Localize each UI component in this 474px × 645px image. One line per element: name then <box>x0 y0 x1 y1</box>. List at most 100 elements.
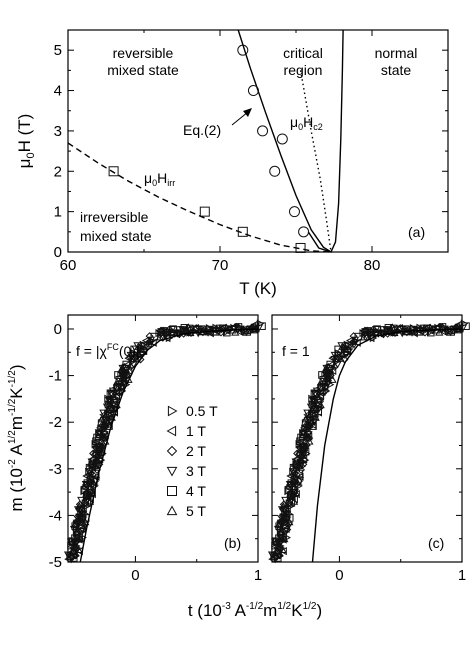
panel-c-frame <box>271 314 463 563</box>
panel-c-label: (c) <box>428 535 444 551</box>
panel-c-point-square <box>270 552 278 561</box>
legend-label: 4 T <box>186 483 206 499</box>
panel-b-ticks: 0 1 0 -1 -2 -3 -4 -5 <box>49 315 262 584</box>
panel-a-label: (a) <box>408 224 425 240</box>
panel-b-point-triangle-down <box>77 496 86 505</box>
panel-b-label: (b) <box>224 535 241 551</box>
panel-c-point-square <box>354 332 363 341</box>
panel-b-point-triangle-down <box>72 519 82 528</box>
panel-a-ytick-label: 2 <box>54 163 62 180</box>
label-hc2: μ0Hc2 <box>290 114 323 132</box>
panel-b-point-triangle-up <box>190 324 200 332</box>
panel-b-xtick-label: 0 <box>131 567 139 584</box>
panel-b-point-triangle-up <box>97 414 107 423</box>
panel-b-point-triangle-down <box>197 325 206 333</box>
panel-c-xtick-label: 0 <box>335 567 343 584</box>
panel-b-curves <box>79 328 259 563</box>
panel-a-point-circle <box>269 165 281 177</box>
panel-c-point-diamond <box>315 397 324 406</box>
panel-b-point-diamond <box>108 389 117 398</box>
legend-marker-triangle-left <box>166 425 177 437</box>
panel-c-point-triangle-up <box>304 420 314 429</box>
panel-c-point-triangle-up <box>349 337 358 345</box>
panel-a-point-circle <box>276 133 288 145</box>
panel-c-point-triangle-up <box>285 517 294 526</box>
label-irreversible-line2: mixed state <box>80 228 152 244</box>
panel-c-point-triangle-down <box>360 330 369 339</box>
panel-a-phase-diagram: 60 70 80 0 1 2 3 4 5 reversible mixed state crit… <box>15 29 449 298</box>
panel-b-point-square <box>115 375 124 384</box>
panel-a-xtick-label: 60 <box>60 257 77 274</box>
panel-b-point-triangle-up <box>242 326 251 335</box>
panel-b-ytick-label: -5 <box>49 554 62 571</box>
panel-c-point-triangle-left <box>366 333 375 343</box>
panel-a-ytick-label: 1 <box>54 204 62 221</box>
panel-a-point-square <box>199 206 210 217</box>
panel-b-point-diamond <box>115 388 124 397</box>
panel-b-point-triangle-up <box>74 514 83 523</box>
panel-b-point-triangle-up <box>249 324 258 332</box>
panel-b-xtick-label: 1 <box>254 567 262 584</box>
panel-a-ticks: 60 70 80 0 1 2 3 4 5 <box>54 30 448 274</box>
panel-c-point-square <box>310 405 318 414</box>
panel-b-point-triangle-up <box>98 438 107 447</box>
panel-a-boundary-line <box>307 29 344 253</box>
panel-b-point-square <box>77 504 85 513</box>
panel-c-point-triangle-up <box>299 428 308 436</box>
panel-c-point-triangle-up <box>420 324 429 332</box>
panel-c-point-triangle-up <box>311 413 320 421</box>
panel-c-point-triangle-down <box>310 418 319 427</box>
panel-b-ytick-label: -4 <box>49 507 62 524</box>
panel-b-point-square <box>106 405 114 414</box>
panel-b-point-triangle-up <box>71 542 80 550</box>
panel-a-xlabel: T (K) <box>239 279 276 298</box>
eq2-arrowhead <box>243 108 252 117</box>
panel-b-point-triangle-up <box>75 501 84 510</box>
panel-c-point-triangle-up <box>273 546 283 554</box>
panel-a-ytick-label: 3 <box>54 123 62 140</box>
panel-c-point-square <box>462 322 470 330</box>
legend-marker-diamond <box>166 445 178 457</box>
panel-b-point-triangle-down <box>167 325 177 334</box>
label-reversible-line1: reversible <box>113 45 174 61</box>
panel-b-point-diamond <box>73 512 82 521</box>
panel-b-point-square <box>97 419 106 427</box>
panel-c-point-triangle-up <box>301 414 311 423</box>
panel-a-xtick-label: 70 <box>212 257 229 274</box>
panel-b-ytick-label: -3 <box>49 461 62 478</box>
panel-b-point-triangle-up <box>104 396 114 405</box>
panel-b-point-square <box>205 325 213 334</box>
panel-a-point-circle <box>257 125 269 137</box>
panel-b-point-diamond <box>111 397 120 406</box>
panel-c-scaling-curve <box>311 328 463 563</box>
panel-c-point-triangle-down <box>276 519 286 528</box>
panel-a-point-square <box>237 226 248 237</box>
panel-b-point-triangle-up <box>82 489 91 497</box>
panel-c-point-triangle-up <box>276 528 285 537</box>
panel-c-point-diamond <box>319 388 328 397</box>
legend-label: 1 T <box>186 423 206 439</box>
panel-c-point-square <box>319 375 328 384</box>
panel-c-point-triangle-down <box>330 355 339 364</box>
panel-c-point-triangle-down <box>288 468 298 476</box>
panel-a-ytick-label: 4 <box>54 83 62 100</box>
legend-label: 0.5 T <box>186 403 218 419</box>
panel-b-frame <box>67 314 259 563</box>
panel-c-point-triangle-up <box>360 328 370 336</box>
panel-a-hc2-line <box>299 70 332 253</box>
panel-c-point-triangle-down <box>371 325 381 334</box>
panel-a-ylabel: μ0H (T) <box>15 114 37 169</box>
label-hirr: μ0Hirr <box>144 170 175 188</box>
panel-c-point-triangle-up <box>370 325 379 333</box>
panel-c-point-triangle-up <box>290 476 299 485</box>
label-normal-line2: state <box>381 62 412 78</box>
panel-b-point-triangle-up <box>86 476 95 485</box>
panel-b-point-triangle-up <box>128 354 137 363</box>
panel-c-point-triangle-up <box>302 438 311 447</box>
panel-b-point-triangle-up <box>138 341 147 349</box>
panel-c-point-square <box>344 342 353 350</box>
panel-b-point-triangle-up <box>81 517 90 526</box>
panel-c-point-triangle-up <box>286 489 295 497</box>
